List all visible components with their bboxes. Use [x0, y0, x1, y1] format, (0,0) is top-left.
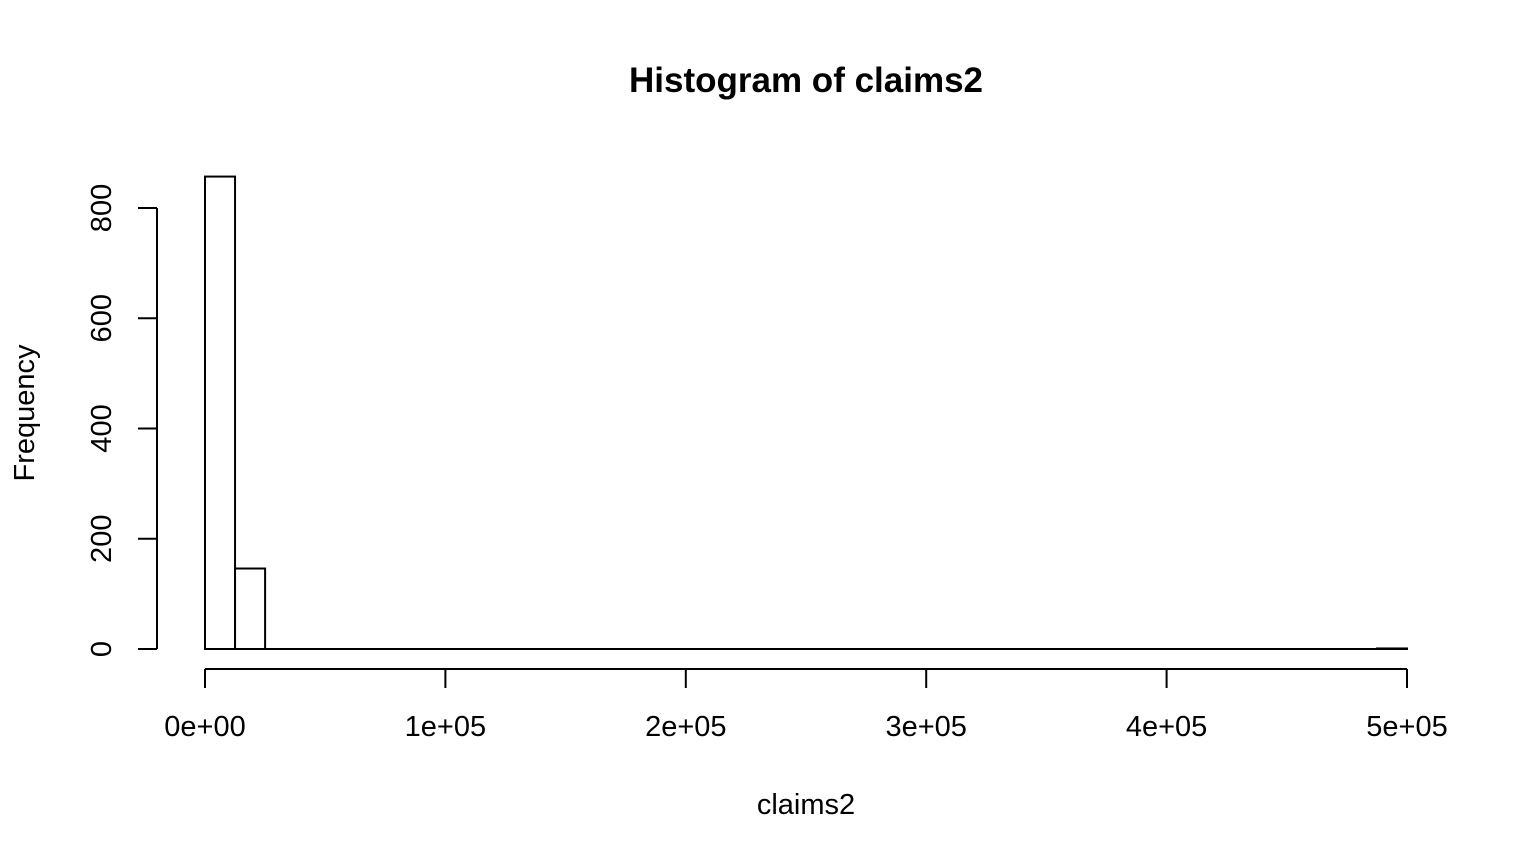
x-tick-label: 3e+05 — [885, 711, 966, 743]
x-axis: 0e+00 1e+05 2e+05 3e+05 4e+05 5e+05 — [164, 668, 1448, 743]
x-tick-label: 2e+05 — [645, 711, 726, 743]
x-axis-title: claims2 — [757, 789, 855, 821]
y-tick-label: 800 — [86, 184, 118, 232]
histogram-bars — [204, 175, 1408, 651]
y-tick-label: 600 — [86, 294, 118, 342]
histogram-bar — [234, 567, 267, 651]
x-tick-label: 0e+00 — [164, 711, 245, 743]
y-axis: 0 200 400 600 800 — [86, 184, 158, 657]
x-tick-label: 4e+05 — [1126, 711, 1207, 743]
y-tick-label: 200 — [86, 515, 118, 563]
y-tick-label: 400 — [86, 404, 118, 452]
y-axis-title: Frequency — [9, 344, 41, 482]
x-tick-label: 1e+05 — [405, 711, 486, 743]
chart-title: Histogram of claims2 — [629, 61, 983, 100]
y-tick-label: 0 — [86, 641, 118, 657]
x-tick-label: 5e+05 — [1366, 711, 1447, 743]
histogram-bar — [204, 175, 237, 651]
